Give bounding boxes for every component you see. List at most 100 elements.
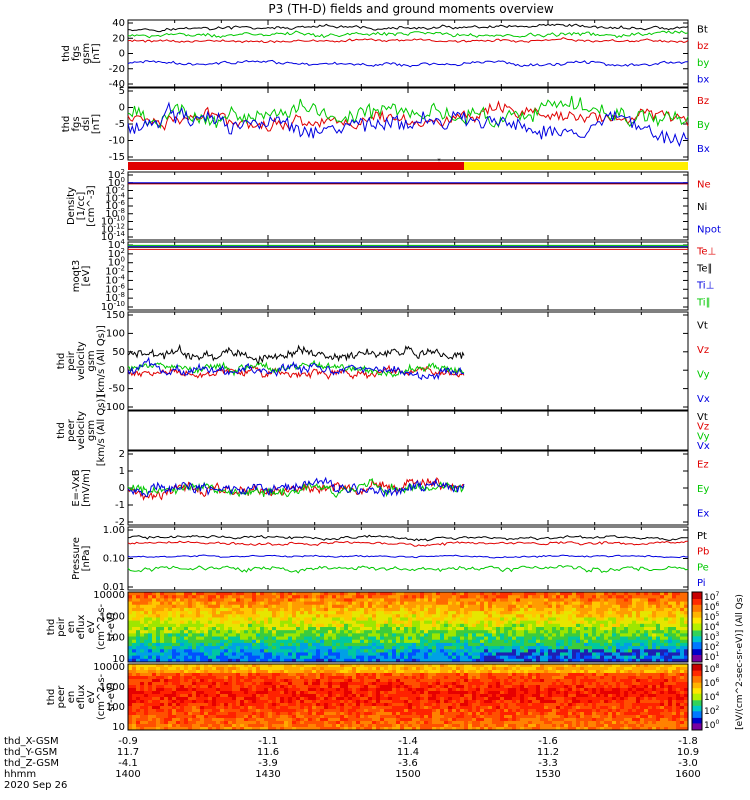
heatmap-cell xyxy=(680,601,685,606)
heatmap-cell xyxy=(440,652,445,657)
series-line-bz xyxy=(127,37,689,44)
heatmap-cell xyxy=(168,688,173,692)
heatmap-cell xyxy=(684,646,689,650)
heatmap-cell xyxy=(140,706,145,710)
heatmap-cell xyxy=(188,630,193,634)
heatmap-cell xyxy=(152,721,157,725)
heatmap-cell xyxy=(292,649,297,653)
heatmap-cell xyxy=(472,595,477,599)
heatmap-cell xyxy=(476,655,481,660)
heatmap-cell xyxy=(152,673,157,677)
heatmap-cell xyxy=(600,598,605,602)
heatmap-cell xyxy=(304,652,309,657)
heatmap-cell xyxy=(608,601,613,606)
heatmap-cell xyxy=(184,721,189,725)
heatmap-cell xyxy=(324,691,329,695)
heatmap-cell xyxy=(156,623,161,628)
y-axis-label-line: eV xyxy=(86,620,97,633)
heatmap-cell xyxy=(536,617,541,622)
heatmap-cell xyxy=(352,715,357,719)
heatmap-cell xyxy=(348,673,353,677)
heatmap-cell xyxy=(296,676,301,680)
heatmap-cell xyxy=(348,697,353,701)
heatmap-cell xyxy=(332,664,337,668)
heatmap-cell xyxy=(172,667,177,671)
heatmap-cell xyxy=(212,611,217,615)
heatmap-cell xyxy=(364,598,369,602)
heatmap-cell xyxy=(248,664,253,668)
heatmap-cell xyxy=(448,601,453,606)
heatmap-cell xyxy=(352,703,357,707)
heatmap-cell xyxy=(652,646,657,650)
heatmap-cell xyxy=(180,712,185,716)
heatmap-cell xyxy=(520,633,525,637)
heatmap-cell xyxy=(292,724,297,728)
heatmap-cell xyxy=(256,664,261,668)
heatmap-cell xyxy=(360,639,365,644)
heatmap-cell xyxy=(580,601,585,606)
heatmap-cell xyxy=(220,598,225,602)
heatmap-cell xyxy=(208,652,213,657)
heatmap-cell xyxy=(232,658,237,663)
heatmap-cell xyxy=(160,620,165,625)
heatmap-cell xyxy=(336,633,341,637)
heatmap-cell xyxy=(580,636,585,641)
heatmap-cell xyxy=(276,703,281,707)
heatmap-cell xyxy=(128,658,133,663)
heatmap-cell xyxy=(548,611,553,615)
heatmap-cell xyxy=(176,652,181,657)
heatmap-cell xyxy=(256,694,261,698)
heatmap-cell xyxy=(332,620,337,625)
heatmap-cell xyxy=(288,627,293,631)
heatmap-cell xyxy=(280,652,285,657)
heatmap-cell xyxy=(328,652,333,657)
heatmap-cell xyxy=(332,670,337,674)
heatmap-cell xyxy=(196,652,201,657)
heatmap-cell xyxy=(660,614,665,618)
heatmap-cell xyxy=(304,715,309,719)
heatmap-cell xyxy=(236,679,241,683)
heatmap-cell xyxy=(192,617,197,622)
heatmap-cell xyxy=(284,715,289,719)
heatmap-cell xyxy=(152,676,157,680)
heatmap-cell xyxy=(136,691,141,695)
heatmap-cell xyxy=(624,611,629,615)
heatmap-cell xyxy=(404,655,409,660)
heatmap-cell xyxy=(308,639,313,644)
heatmap-cell xyxy=(200,697,205,701)
heatmap-cell xyxy=(128,639,133,644)
heatmap-cell xyxy=(348,688,353,692)
heatmap-cell xyxy=(340,633,345,637)
heatmap-cell xyxy=(252,712,257,716)
heatmap-cell xyxy=(320,673,325,677)
y-tick-label: 100 xyxy=(106,702,125,713)
heatmap-cell xyxy=(300,682,305,686)
heatmap-cell xyxy=(540,639,545,644)
heatmap-cell xyxy=(144,727,149,731)
heatmap-cell xyxy=(640,592,645,596)
heatmap-cell xyxy=(680,642,685,647)
panel-peir_spectrogram: thd peir en eflux eV (cm^2-s-sr-eV)1000010001… xyxy=(46,590,689,665)
heatmap-cell xyxy=(344,727,349,731)
heatmap-cell xyxy=(296,667,301,671)
heatmap-cell xyxy=(148,667,153,671)
heatmap-cell xyxy=(332,604,337,609)
heatmap-cell xyxy=(612,630,617,634)
heatmap-cell xyxy=(216,623,221,628)
heatmap-cell xyxy=(212,676,217,680)
heatmap-cell xyxy=(268,639,273,644)
heatmap-cell xyxy=(408,607,413,612)
heatmap-cell xyxy=(172,646,177,650)
heatmap-cell xyxy=(168,639,173,644)
heatmap-cell xyxy=(172,652,177,657)
heatmap-cell xyxy=(208,691,213,695)
heatmap-cell xyxy=(428,636,433,641)
heatmap-cell xyxy=(160,646,165,650)
heatmap-cell xyxy=(520,620,525,625)
heatmap-cell xyxy=(156,630,161,634)
y-tick-label: 1 xyxy=(119,466,125,477)
heatmap-cell xyxy=(400,617,405,622)
heatmap-cell xyxy=(368,721,373,725)
heatmap-cell xyxy=(596,649,601,653)
heatmap-cell xyxy=(132,682,137,686)
